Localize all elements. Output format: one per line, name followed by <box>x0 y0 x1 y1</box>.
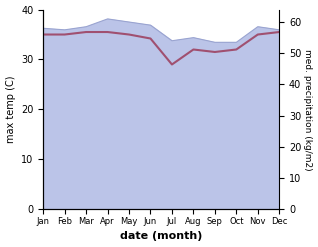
Y-axis label: max temp (C): max temp (C) <box>5 76 16 143</box>
X-axis label: date (month): date (month) <box>120 231 203 242</box>
Y-axis label: med. precipitation (kg/m2): med. precipitation (kg/m2) <box>303 49 313 170</box>
